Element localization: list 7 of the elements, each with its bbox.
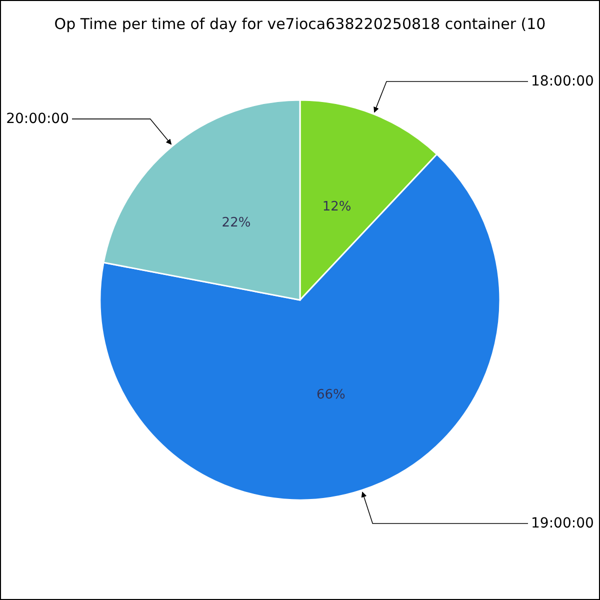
slice-label: 19:00:00 — [531, 515, 594, 532]
chart-title: Op Time per time of day for ve7ioca638220250818 container (10 — [54, 15, 546, 33]
data-label: 66% — [316, 388, 346, 403]
slice-label: 18:00:00 — [531, 73, 594, 90]
data-label: 12% — [322, 200, 352, 215]
slice-label: 20:00:00 — [6, 110, 69, 127]
data-label: 22% — [222, 215, 251, 231]
